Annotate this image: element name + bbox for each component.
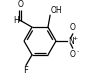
Text: O: O [18, 0, 24, 9]
Text: O: O [69, 50, 75, 59]
Text: OH: OH [51, 6, 62, 15]
Text: O: O [70, 23, 76, 32]
Text: H: H [13, 16, 19, 25]
Text: -: - [76, 49, 78, 55]
Text: N: N [68, 37, 74, 45]
Text: F: F [24, 66, 28, 75]
Text: +: + [73, 36, 78, 41]
